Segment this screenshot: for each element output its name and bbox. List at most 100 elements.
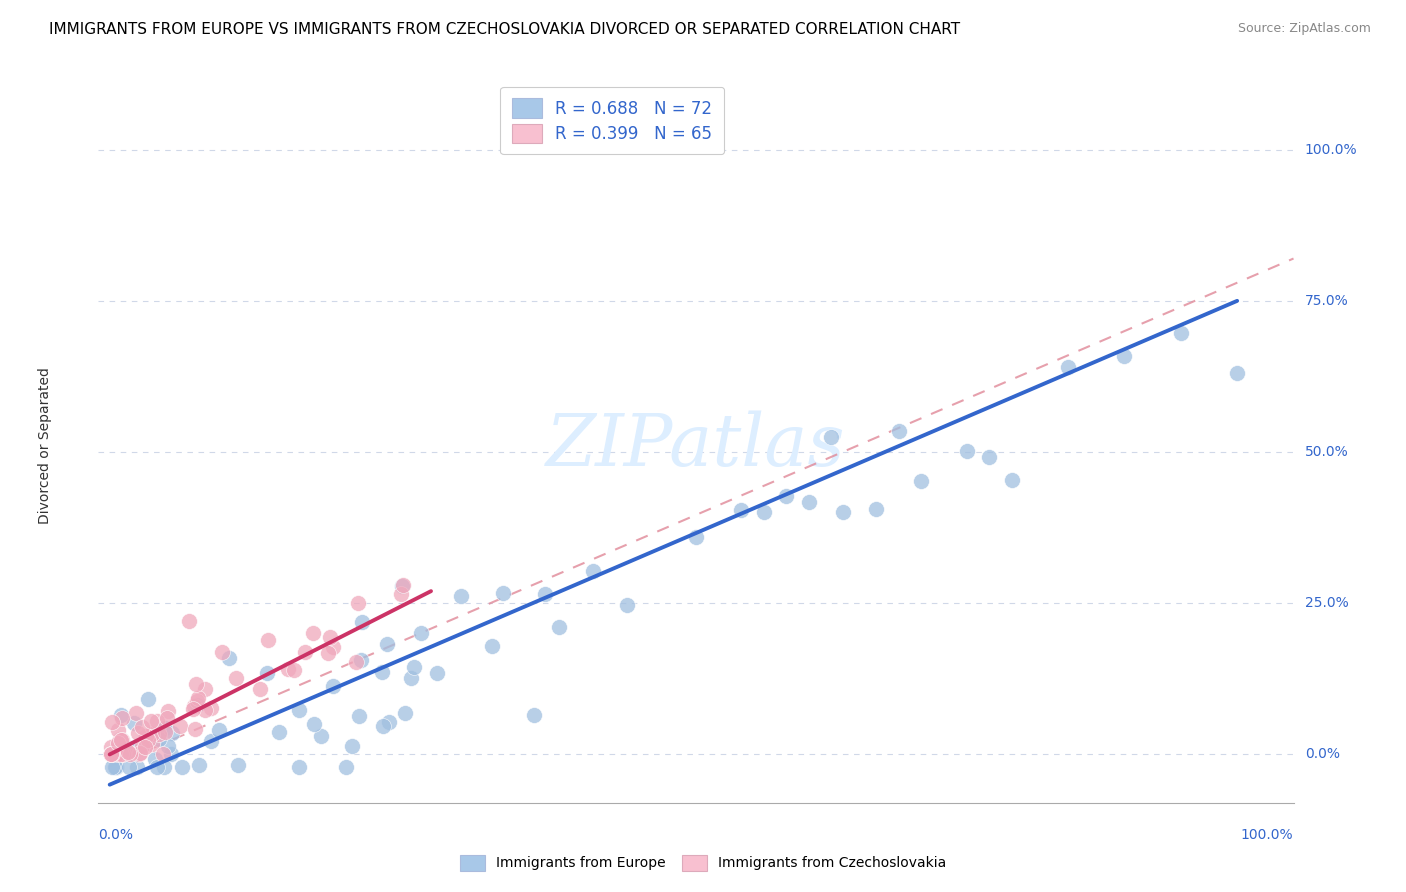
Point [322, 640, 344, 655]
Point [288, 759, 311, 773]
Text: 75.0%: 75.0% [1305, 293, 1348, 308]
Point [100, 747, 122, 762]
Point [200, 734, 222, 748]
Point [104, 759, 127, 773]
Point [157, 704, 180, 718]
Point [910, 474, 932, 488]
Text: 100.0%: 100.0% [1241, 828, 1294, 842]
Point [148, 731, 170, 746]
Point [775, 490, 797, 504]
Point [481, 639, 503, 653]
Point [111, 732, 134, 747]
Legend: R = 0.688   N = 72, R = 0.399   N = 65: R = 0.688 N = 72, R = 0.399 N = 65 [501, 87, 724, 154]
Legend: Immigrants from Europe, Immigrants from Czechoslovakia: Immigrants from Europe, Immigrants from … [454, 849, 952, 876]
Point [547, 620, 569, 634]
Point [616, 598, 638, 612]
Point [141, 737, 163, 751]
Point [865, 502, 887, 516]
Point [346, 596, 368, 610]
Point [152, 747, 174, 762]
Point [110, 708, 132, 723]
Point [283, 663, 305, 677]
Point [104, 759, 127, 773]
Point [752, 505, 775, 519]
Point [110, 747, 132, 762]
Point [277, 662, 299, 676]
Point [125, 759, 148, 773]
Point [249, 682, 271, 697]
Point [887, 424, 910, 438]
Point [143, 752, 166, 766]
Point [256, 665, 278, 680]
Text: IMMIGRANTS FROM EUROPE VS IMMIGRANTS FROM CZECHOSLOVAKIA DIVORCED OR SEPARATED C: IMMIGRANTS FROM EUROPE VS IMMIGRANTS FRO… [49, 22, 960, 37]
Point [125, 706, 148, 720]
Point [394, 706, 416, 720]
Point [157, 739, 180, 754]
Point [523, 708, 546, 723]
Point [294, 645, 316, 659]
Point [104, 759, 127, 773]
Point [169, 719, 191, 733]
Point [797, 495, 820, 509]
Point [186, 698, 208, 713]
Point [582, 564, 605, 578]
Point [371, 665, 394, 680]
Point [211, 645, 233, 659]
Point [128, 747, 150, 762]
Point [100, 747, 122, 762]
Point [225, 671, 247, 685]
Point [159, 747, 181, 761]
Text: 25.0%: 25.0% [1305, 596, 1348, 610]
Point [409, 625, 432, 640]
Point [304, 717, 326, 731]
Point [288, 703, 311, 717]
Point [301, 626, 323, 640]
Point [347, 708, 370, 723]
Point [107, 723, 129, 737]
Point [342, 739, 364, 753]
Point [111, 747, 134, 761]
Point [146, 714, 169, 728]
Point [256, 632, 278, 647]
Point [148, 727, 170, 741]
Point [100, 747, 122, 762]
Point [820, 430, 842, 444]
Point [322, 679, 344, 693]
Point [373, 719, 395, 733]
Point [188, 758, 211, 772]
Point [100, 747, 122, 762]
Point [392, 578, 415, 592]
Point [226, 758, 249, 772]
Point [153, 759, 176, 773]
Point [685, 530, 707, 544]
Text: ZIPatlas: ZIPatlas [546, 410, 846, 482]
Point [101, 715, 124, 730]
Point [218, 651, 240, 665]
Point [200, 700, 222, 714]
Point [183, 699, 205, 714]
Point [184, 677, 207, 691]
Point [184, 722, 207, 736]
Point [399, 671, 422, 685]
Point [141, 727, 163, 741]
Point [146, 759, 169, 773]
Point [375, 637, 398, 651]
Point [105, 742, 128, 756]
Point [186, 694, 208, 708]
Point [131, 739, 153, 753]
Point [194, 681, 217, 696]
Point [172, 759, 194, 773]
Point [208, 723, 231, 737]
Point [177, 615, 200, 629]
Point [309, 729, 332, 743]
Point [156, 710, 179, 724]
Point [194, 703, 217, 717]
Point [118, 747, 141, 762]
Point [1114, 349, 1136, 363]
Point [955, 444, 977, 458]
Point [135, 729, 157, 743]
Point [108, 731, 131, 746]
Text: 0.0%: 0.0% [1305, 747, 1340, 762]
Point [115, 744, 138, 758]
Point [450, 589, 472, 603]
